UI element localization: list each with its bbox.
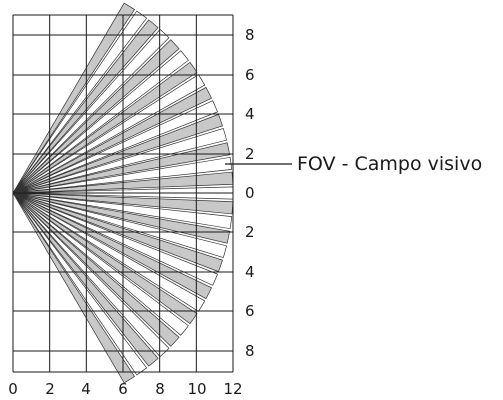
- x-tick-label: 6: [118, 380, 128, 398]
- x-tick-label: 10: [187, 380, 206, 398]
- annotation-label: FOV - Campo visivo: [297, 153, 482, 175]
- x-axis-tick-labels: 0 2 4 6 8 10 12: [8, 380, 242, 398]
- fov-beam: [12, 50, 189, 194]
- y-tick-label: 6: [245, 66, 255, 84]
- fov-beam: [12, 100, 218, 194]
- fov-beam: [12, 192, 227, 259]
- y-tick-label: 4: [245, 263, 255, 281]
- fov-beam: [12, 192, 135, 384]
- fov-beam: [12, 192, 148, 376]
- y-axis-tick-labels: 8 6 4 2 0 2 4 6 8: [245, 26, 255, 360]
- x-tick-label: 4: [81, 380, 91, 398]
- grid: [12, 14, 234, 373]
- fov-beam: [12, 192, 189, 336]
- x-tick-label: 0: [8, 380, 18, 398]
- fov-beam: [12, 192, 180, 347]
- fov-beam: [12, 39, 180, 194]
- y-tick-label: 2: [245, 223, 255, 241]
- fov-beam: [12, 192, 218, 286]
- fov-beam: [12, 192, 198, 325]
- y-tick-label: 6: [245, 302, 255, 320]
- fov-beam: [12, 156, 233, 194]
- y-tick-label: 4: [245, 105, 255, 123]
- fov-beam: [12, 192, 231, 244]
- y-tick-label: 8: [245, 26, 255, 44]
- fov-beam: [12, 61, 198, 194]
- y-tick-label: 2: [245, 145, 255, 163]
- x-tick-label: 2: [45, 380, 55, 398]
- fov-beam: [12, 192, 233, 230]
- fov-beam: [12, 127, 227, 194]
- fov-beam: [12, 142, 231, 194]
- fov-beam: [12, 2, 135, 194]
- x-tick-label: 8: [155, 380, 165, 398]
- y-tick-label: 8: [245, 342, 255, 360]
- x-tick-label: 12: [223, 380, 242, 398]
- y-tick-label: 0: [245, 184, 255, 202]
